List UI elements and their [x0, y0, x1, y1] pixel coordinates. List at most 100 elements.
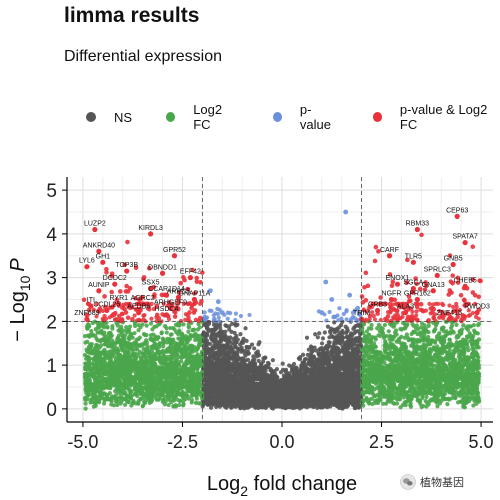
ns-point: [282, 375, 287, 380]
ns-point: [298, 373, 304, 379]
ns-point: [344, 377, 349, 383]
ns-point: [314, 366, 319, 371]
ns-point: [245, 357, 251, 362]
legend-item: Log2 FC: [166, 102, 239, 132]
ns-point: [317, 395, 322, 400]
ns-point: [222, 379, 227, 384]
ns-point: [349, 351, 354, 356]
ns-point: [331, 400, 337, 405]
ns-point: [278, 380, 283, 385]
legend-marker: [272, 112, 282, 122]
legend-label: NS: [114, 109, 133, 125]
ns-point: [291, 404, 296, 409]
ns-point: [328, 383, 333, 388]
ns-point: [259, 368, 264, 373]
legend-marker: [372, 112, 382, 122]
ns-point: [291, 371, 296, 376]
ns-point: [310, 349, 315, 354]
ns-point: [212, 344, 217, 349]
ns-point: [296, 356, 301, 361]
ns-point: [306, 347, 311, 352]
ns-point: [326, 355, 331, 360]
ns-point: [231, 337, 236, 342]
ns-point: [318, 365, 323, 370]
ns-point: [346, 360, 351, 365]
ns-point: [351, 342, 356, 347]
ns-point: [344, 370, 349, 375]
ns-point: [343, 324, 348, 329]
ns-point: [320, 352, 326, 357]
ns-point: [322, 330, 327, 335]
chart-title: limma results: [64, 4, 200, 27]
ns-point: [244, 338, 249, 343]
ns-point: [319, 341, 325, 346]
ns-point: [270, 358, 275, 363]
legend-item: p-value & Log2 FC: [372, 102, 500, 132]
ns-point: [217, 404, 222, 409]
legend: NS Log2 FC p-value p-value & Log2 FC: [86, 102, 500, 132]
ns-point: [300, 352, 306, 357]
ns-point: [231, 355, 237, 360]
ns-point: [353, 336, 359, 341]
ns-point: [208, 347, 214, 352]
ns-point: [254, 377, 259, 382]
legend-item: p-value: [272, 102, 339, 132]
ns-point: [230, 368, 235, 373]
ns-point: [354, 351, 360, 356]
ns-point: [207, 341, 213, 346]
ns-point: [261, 356, 266, 361]
ns-point: [227, 327, 232, 332]
ns-point: [238, 332, 243, 337]
ns-point: [332, 320, 337, 325]
ns-point: [355, 329, 360, 334]
ns-points: [200, 319, 364, 411]
ns-point: [263, 364, 268, 369]
ns-point: [304, 335, 310, 340]
ns-point: [274, 367, 280, 372]
ns-point: [323, 377, 329, 383]
ns-point: [256, 358, 261, 363]
ns-point: [346, 334, 351, 339]
ns-point: [230, 391, 235, 396]
ns-point: [310, 395, 315, 400]
ns-point: [335, 333, 340, 339]
ns-point: [280, 404, 285, 410]
ns-point: [340, 385, 345, 391]
ns-point: [318, 377, 324, 382]
ns-point: [212, 333, 217, 338]
ns-point: [216, 323, 221, 328]
ns-point: [332, 364, 337, 369]
ns-point: [280, 361, 285, 366]
ns-point: [270, 376, 275, 381]
ns-point: [240, 356, 245, 361]
legend-marker: [86, 112, 96, 122]
ns-point: [289, 377, 294, 382]
ns-point: [340, 331, 345, 337]
ns-point: [315, 335, 320, 340]
ns-point: [306, 360, 311, 365]
ns-point: [208, 405, 214, 410]
chart-subtitle: Differential expression: [64, 48, 223, 65]
ns-point: [243, 326, 248, 331]
ns-point: [258, 405, 263, 410]
ns-point: [342, 355, 347, 361]
ns-point: [223, 355, 228, 361]
ns-point: [278, 370, 284, 375]
ns-point: [205, 326, 211, 332]
ns-point: [347, 364, 352, 370]
legend-label: p-value: [299, 102, 331, 132]
ns-point: [221, 364, 227, 369]
ns-point: [325, 366, 330, 371]
ns-point: [317, 331, 322, 336]
ns-point: [215, 372, 220, 377]
ns-point: [249, 342, 255, 347]
ns-point: [276, 390, 282, 396]
ns-point: [229, 321, 235, 326]
ns-point: [243, 348, 248, 354]
ns-point: [348, 371, 353, 376]
ns-point: [250, 358, 256, 363]
ns-point: [325, 324, 331, 329]
legend-label: Log2 FC: [193, 102, 223, 132]
ns-point: [314, 357, 320, 362]
legend-label: p-value & Log2 FC: [399, 102, 488, 132]
